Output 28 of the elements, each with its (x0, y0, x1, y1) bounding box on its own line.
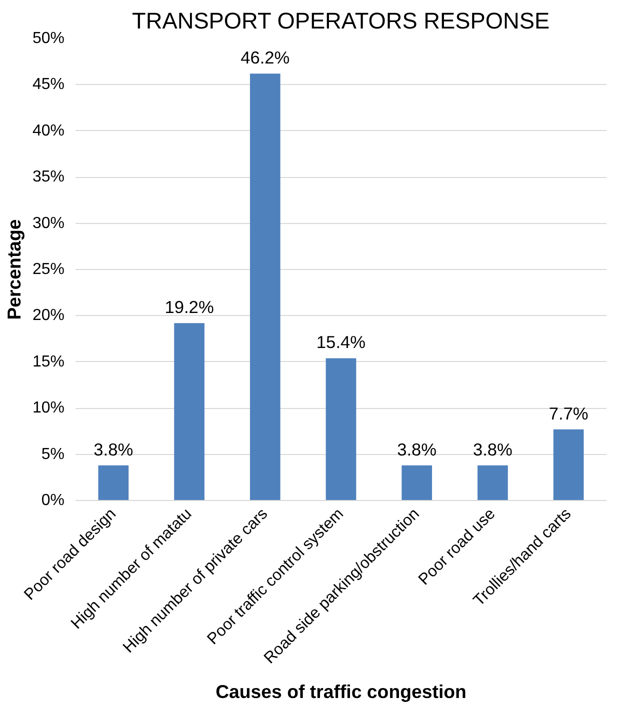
bar (250, 74, 280, 500)
y-tick-label: 35% (32, 168, 65, 186)
data-label: 3.8% (94, 439, 134, 460)
bar (402, 465, 432, 500)
x-axis-title: Causes of traffic congestion (216, 681, 466, 702)
y-tick-label: 40% (32, 122, 65, 140)
bar (98, 465, 129, 500)
bar (174, 323, 204, 500)
y-tick-label: 20% (32, 307, 65, 324)
y-tick-label: 25% (32, 261, 65, 278)
data-label: 15.4% (316, 332, 366, 352)
bar (326, 358, 356, 500)
data-label: 46.2% (240, 48, 290, 68)
chart-title: TRANSPORT OPERATORS RESPONSE (132, 8, 550, 34)
y-tick-label: 15% (32, 353, 65, 370)
bar (478, 465, 508, 500)
data-label: 3.8% (472, 439, 512, 460)
data-label: 3.8% (397, 439, 437, 460)
bar (553, 429, 584, 500)
data-label: 7.7% (548, 403, 588, 424)
y-tick-label: 0% (41, 492, 64, 509)
data-label: 19.2% (164, 297, 214, 318)
y-tick-label: 5% (41, 446, 64, 463)
y-tick-label: 50% (32, 30, 65, 47)
y-tick-label: 10% (32, 400, 65, 417)
y-tick-label: 30% (32, 214, 65, 232)
y-axis-title: Percentage (3, 219, 24, 320)
y-tick-label: 45% (32, 76, 65, 94)
